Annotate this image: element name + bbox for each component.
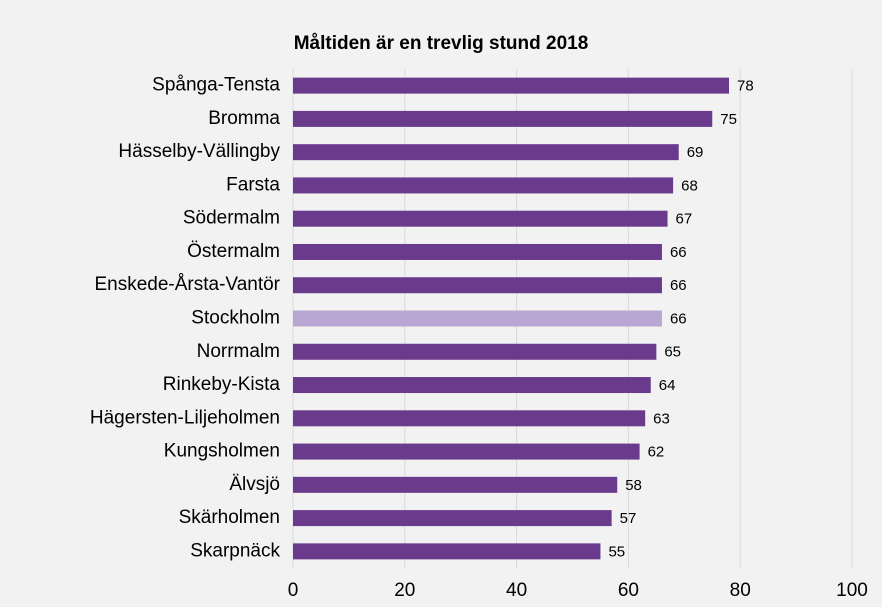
y-tick-label: Södermalm <box>183 208 280 229</box>
y-tick-label: Hässelby-Vällingby <box>118 141 280 162</box>
bar <box>293 543 601 560</box>
bar <box>293 377 651 394</box>
bar <box>293 243 662 260</box>
value-label: 66 <box>670 310 687 327</box>
y-tick-label: Stockholm <box>191 308 280 329</box>
bar <box>293 343 657 360</box>
bar <box>293 443 640 460</box>
bar <box>293 144 679 161</box>
value-label: 66 <box>670 277 687 294</box>
value-label: 68 <box>681 177 698 194</box>
value-label: 75 <box>720 111 737 128</box>
value-label: 57 <box>620 510 637 527</box>
chart-title: Måltiden är en trevlig stund 2018 <box>294 33 589 54</box>
bar <box>293 77 730 94</box>
x-tick-label: 100 <box>836 580 868 601</box>
value-label: 62 <box>648 444 665 461</box>
y-tick-label: Östermalm <box>187 241 280 262</box>
value-label: 63 <box>653 410 670 427</box>
bar <box>293 177 674 194</box>
x-tick-label: 40 <box>506 580 527 601</box>
bar <box>293 510 612 527</box>
y-tick-label: Spånga-Tensta <box>152 75 280 96</box>
y-tick-label: Hägersten-Liljeholmen <box>90 407 280 428</box>
value-label: 55 <box>608 543 625 560</box>
y-tick-label: Kungsholmen <box>164 441 280 462</box>
y-tick-label: Rinkeby-Kista <box>163 374 281 395</box>
value-label: 69 <box>687 144 704 161</box>
bar <box>293 476 618 493</box>
y-tick-label: Skarpnäck <box>190 540 280 561</box>
y-tick-label: Norrmalm <box>197 341 280 362</box>
y-tick-label: Farsta <box>226 174 280 195</box>
y-tick-label: Skärholmen <box>179 507 280 528</box>
bar <box>293 210 668 227</box>
bar <box>293 310 662 327</box>
bar <box>293 277 662 294</box>
y-tick-label: Älvsjö <box>229 474 280 495</box>
value-label: 58 <box>625 477 642 494</box>
x-tick-label: 60 <box>618 580 639 601</box>
bar <box>293 410 646 427</box>
x-tick-label: 20 <box>394 580 415 601</box>
bar <box>293 110 713 127</box>
y-tick-label: Bromma <box>208 108 280 129</box>
value-label: 64 <box>659 377 676 394</box>
value-label: 67 <box>676 211 693 228</box>
value-label: 66 <box>670 244 687 261</box>
y-tick-label: Enskede-Årsta-Vantör <box>94 274 280 295</box>
value-label: 78 <box>737 78 754 95</box>
value-label: 65 <box>664 344 681 361</box>
x-tick-label: 0 <box>288 580 299 601</box>
x-tick-label: 80 <box>730 580 751 601</box>
